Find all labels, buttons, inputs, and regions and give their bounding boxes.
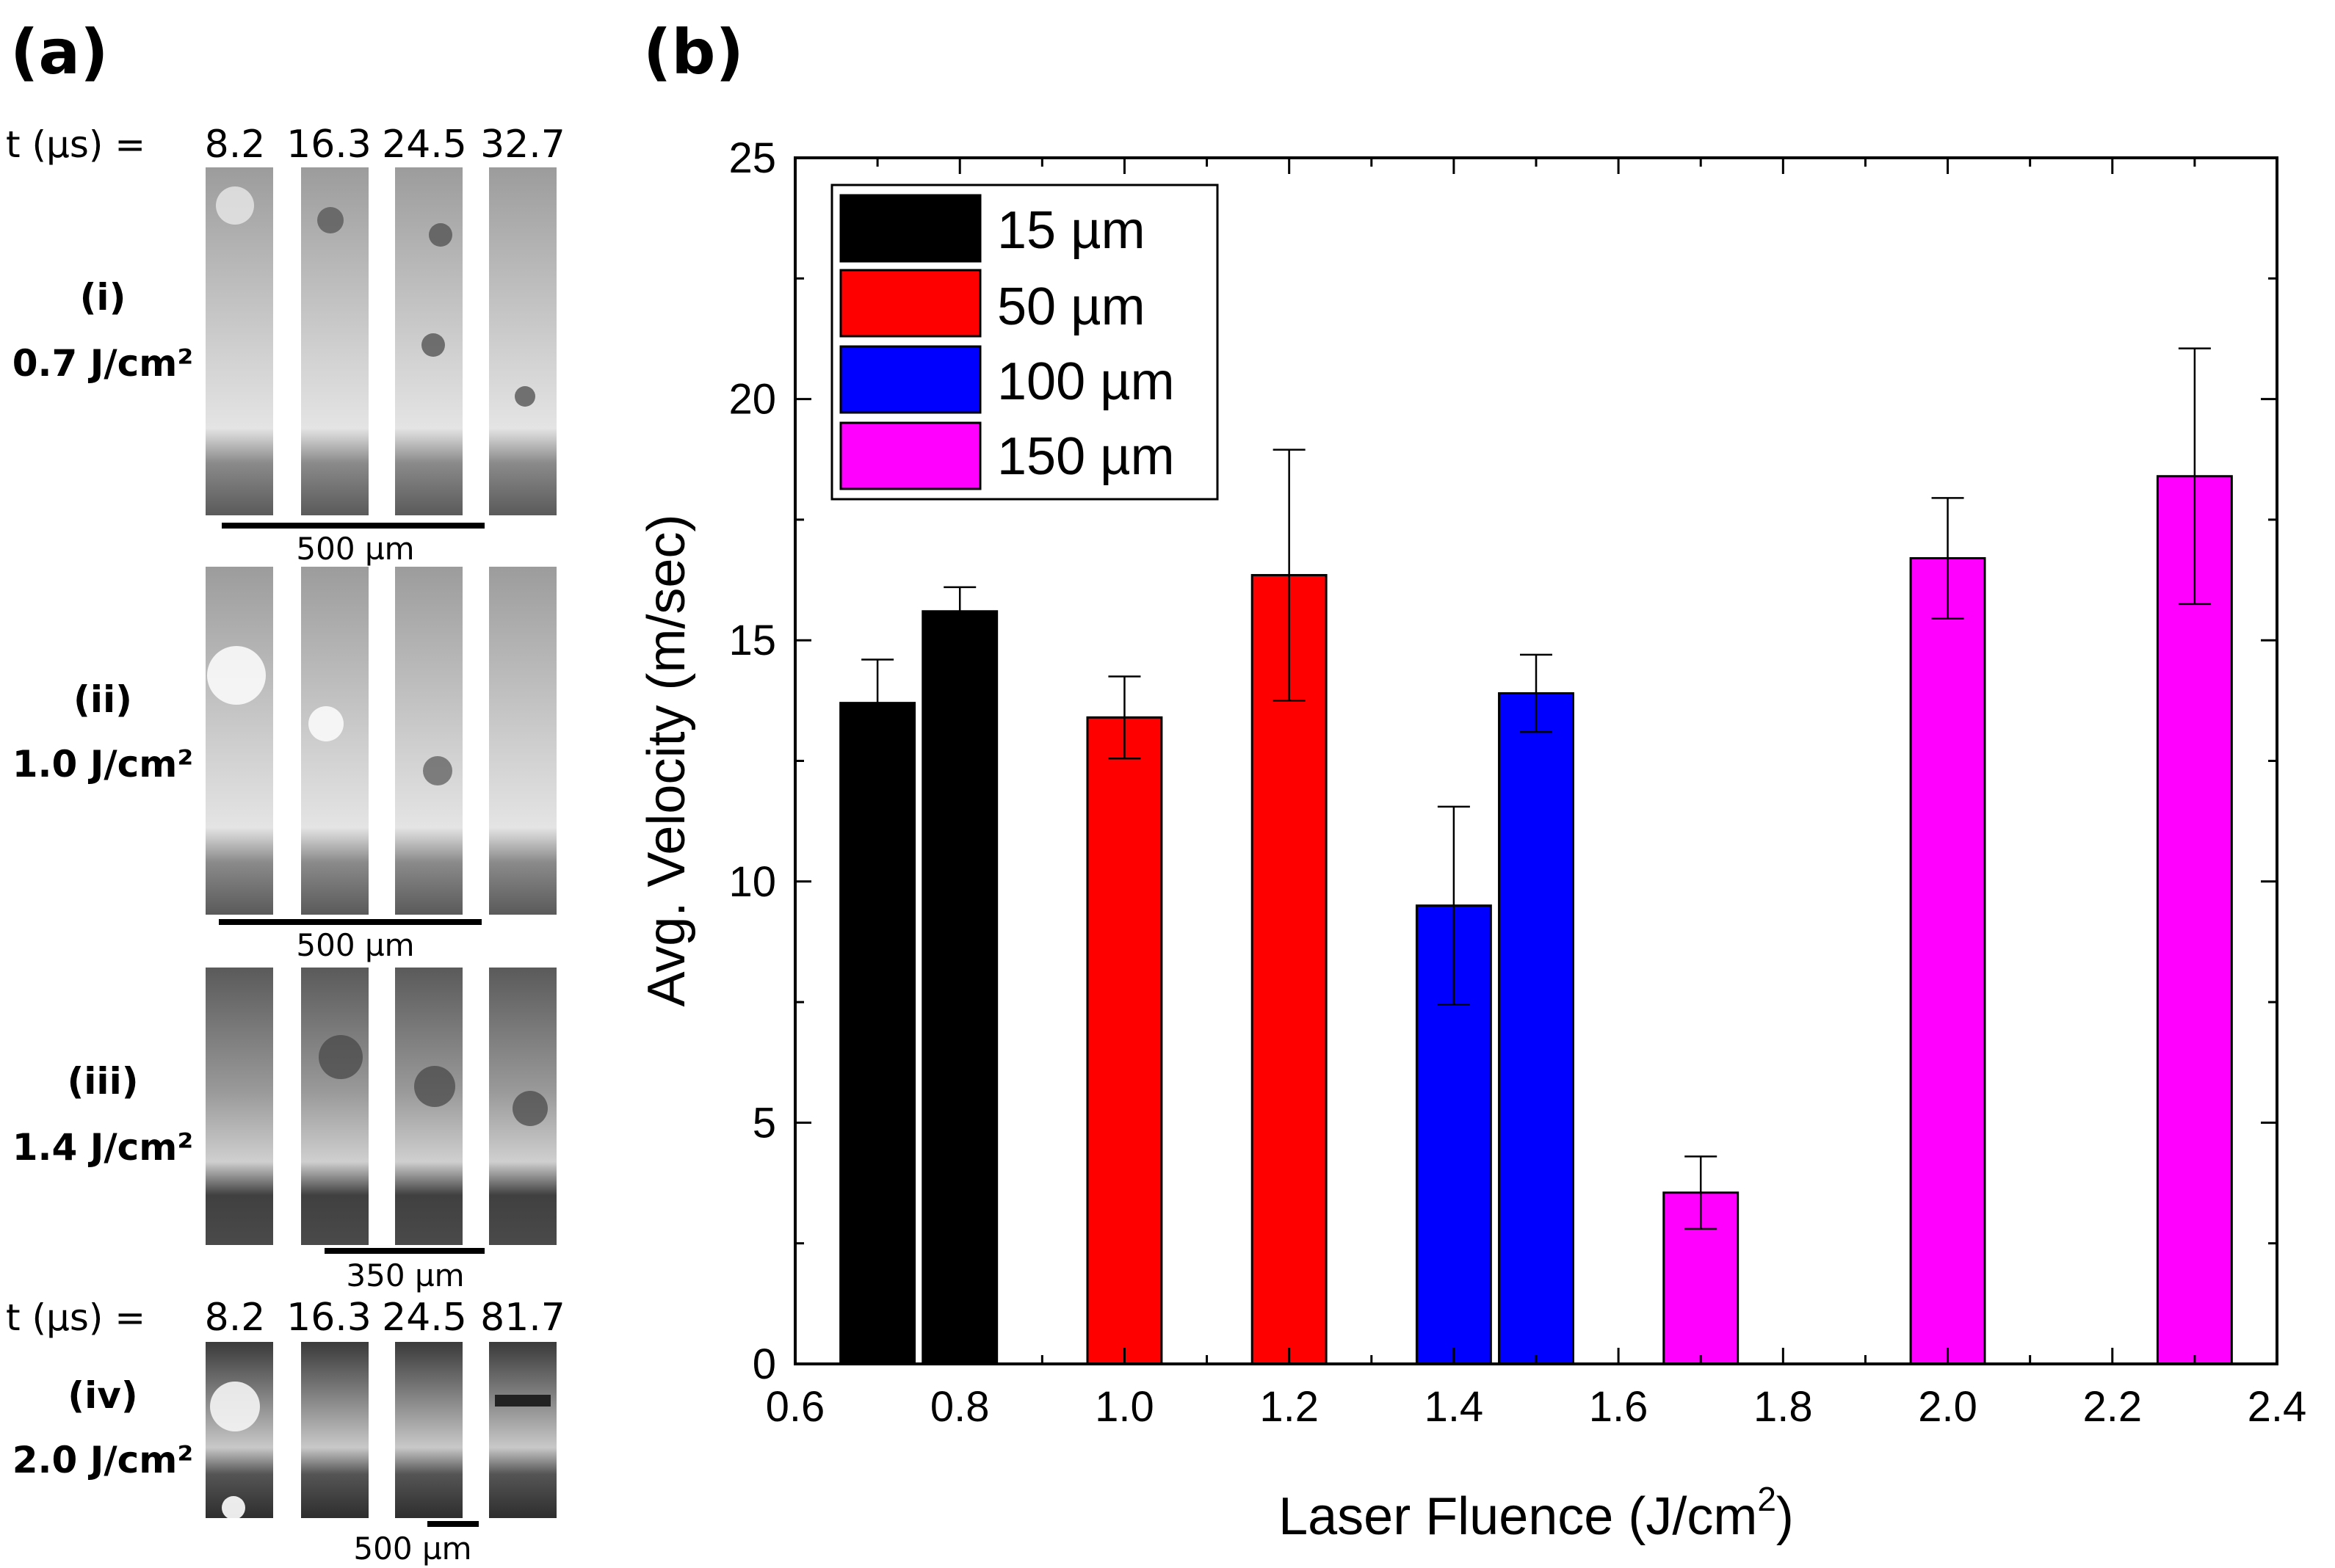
- time-label-bottom-2: 16.3: [286, 1296, 372, 1340]
- time-label-bottom-3: 24.5: [382, 1296, 467, 1340]
- plume-blob: [515, 386, 535, 407]
- time-prefix-top: t (µs) =: [6, 123, 145, 166]
- bars-layer: [839, 475, 2233, 1365]
- bar-100m-1: [1498, 692, 1574, 1365]
- errorbars-layer: [861, 347, 2211, 1230]
- plume-blob: [421, 333, 445, 357]
- image-strip: [489, 167, 557, 515]
- x-tick-label: 2.2: [2082, 1383, 2142, 1431]
- x-axis-label-sup: 2: [1757, 1480, 1776, 1518]
- row-i-scale-label: 500 µm: [296, 531, 414, 567]
- x-tick-label: 0.8: [930, 1383, 990, 1431]
- row-i-roman: (i): [80, 276, 126, 319]
- x-tick-label: 2.0: [1918, 1383, 1977, 1431]
- image-row-iv: 500 µm (iv) 2.0 J/cm²: [12, 1342, 557, 1567]
- time-label-bottom-1: 8.2: [205, 1296, 266, 1340]
- image-strip: [301, 968, 369, 1245]
- legend: 15 µm 50 µm 100 µm 150 µm: [830, 184, 1219, 501]
- plume-blob: [207, 646, 266, 705]
- row-iii-fluence: 1.4 J/cm²: [12, 1126, 193, 1169]
- image-strip: [489, 567, 557, 915]
- legend-swatch-100um: [839, 345, 982, 414]
- image-strip: [395, 567, 463, 915]
- legend-swatch-15um: [839, 194, 982, 263]
- image-strip: [206, 968, 273, 1245]
- panel-b-label: (b): [643, 16, 744, 88]
- y-tick-label: 15: [728, 617, 776, 664]
- bar-15m-1: [922, 610, 999, 1365]
- bar-15m-0: [839, 702, 916, 1365]
- y-tick-label: 10: [728, 858, 776, 906]
- x-axis-label-main: Laser Fluence (J/cm: [1278, 1487, 1757, 1546]
- time-label-bottom-4: 81.7: [480, 1296, 565, 1340]
- y-axis-label: Avg. Velocity (m/sec): [637, 515, 696, 1007]
- image-strip: [206, 167, 273, 515]
- legend-swatch-50um: [839, 269, 982, 338]
- panel-b: (b) 0.6 0.8 1.0 1.2 1.4 1.6 1.8 2.0 2.2 2.4 0 5 10 15…: [637, 16, 2306, 1546]
- plot-frame: [794, 156, 2278, 1365]
- image-strip: [395, 1342, 463, 1518]
- image-strip: [206, 567, 273, 915]
- x-tick-label: 1.0: [1095, 1383, 1154, 1431]
- time-prefix-bottom: t (µs) =: [6, 1296, 145, 1339]
- time-label-top-2: 16.3: [286, 123, 372, 167]
- x-axis-label-close: ): [1776, 1487, 1794, 1546]
- image-row-i: 500 µm (i) 0.7 J/cm²: [12, 167, 557, 567]
- x-tick-label: 1.6: [1589, 1383, 1648, 1431]
- plume-blob: [414, 1066, 455, 1107]
- plume-blob: [317, 207, 344, 233]
- x-tick-label: 1.2: [1259, 1383, 1319, 1431]
- row-i-fluence: 0.7 J/cm²: [12, 342, 193, 385]
- y-tick-label: 20: [728, 376, 776, 424]
- x-axis-label: Laser Fluence (J/cm2): [1278, 1480, 1794, 1546]
- row-iv-scale-label: 500 µm: [353, 1531, 471, 1567]
- y-tick-label: 0: [753, 1340, 776, 1388]
- panel-a: (a) t (µs) = 8.2 16.3 24.5 32.7 500 µm (…: [6, 16, 565, 1567]
- image-strip: [301, 1342, 369, 1518]
- legend-swatch-150um: [839, 421, 982, 490]
- time-label-top-4: 32.7: [480, 123, 565, 167]
- x-tick-label: 0.6: [766, 1383, 825, 1431]
- plume-blob: [423, 756, 452, 785]
- bar-150m-2: [2156, 475, 2233, 1365]
- row-ii-fluence: 1.0 J/cm²: [12, 743, 193, 785]
- image-strip: [395, 968, 463, 1245]
- plume-blob: [319, 1035, 363, 1079]
- bar-50m-0: [1086, 716, 1163, 1365]
- row-iii-scale-label: 350 µm: [346, 1257, 464, 1293]
- plume-blob: [495, 1395, 551, 1407]
- row-iii-roman: (iii): [67, 1060, 138, 1103]
- axes-layer: 0.6 0.8 1.0 1.2 1.4 1.6 1.8 2.0 2.2 2.4 0 5 10 15 20 25: [728, 134, 2306, 1431]
- row-ii-scale-label: 500 µm: [296, 927, 414, 963]
- legend-label-15um: 15 µm: [997, 201, 1145, 260]
- plume-blob: [216, 186, 254, 225]
- plume-blob: [308, 706, 344, 741]
- x-tick-label: 1.8: [1753, 1383, 1813, 1431]
- plume-blob: [222, 1496, 245, 1520]
- row-ii-roman: (ii): [73, 678, 132, 721]
- x-tick-label: 1.4: [1424, 1383, 1484, 1431]
- time-label-top-3: 24.5: [382, 123, 467, 167]
- legend-label-100um: 100 µm: [997, 352, 1175, 411]
- image-strip: [301, 567, 369, 915]
- y-tick-label: 5: [753, 1099, 776, 1147]
- row-iv-roman: (iv): [68, 1374, 137, 1417]
- image-strip: [489, 1342, 557, 1518]
- time-label-top-1: 8.2: [205, 123, 266, 167]
- image-row-ii: 500 µm (ii) 1.0 J/cm²: [12, 567, 557, 963]
- plume-blob: [210, 1382, 260, 1431]
- image-row-iii: 350 µm (iii) 1.4 J/cm²: [12, 968, 557, 1293]
- row-iv-fluence: 2.0 J/cm²: [12, 1439, 193, 1481]
- legend-label-150um: 150 µm: [997, 427, 1175, 486]
- bar-150m-1: [1909, 556, 1986, 1365]
- x-tick-label: 2.4: [2248, 1383, 2307, 1431]
- y-tick-label: 25: [728, 134, 776, 182]
- panel-a-label: (a): [10, 16, 108, 88]
- plume-blob: [513, 1091, 548, 1126]
- legend-label-50um: 50 µm: [997, 277, 1145, 336]
- plume-blob: [429, 223, 452, 247]
